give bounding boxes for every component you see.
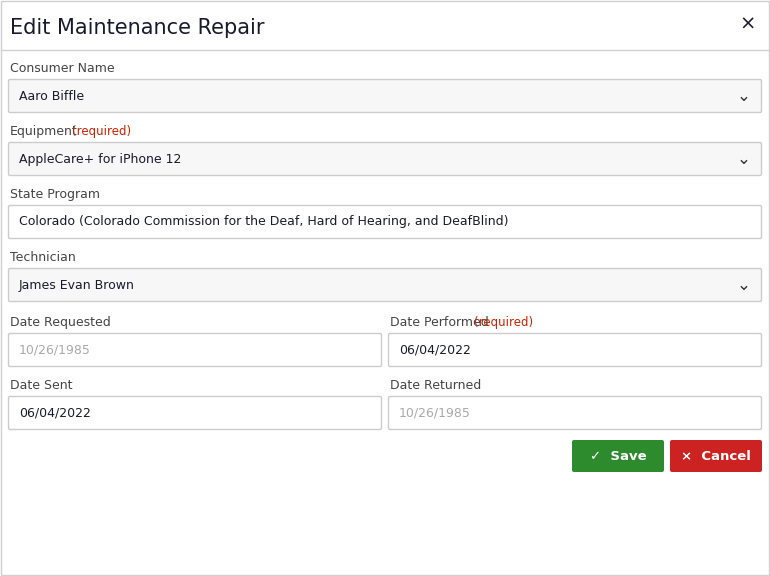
FancyBboxPatch shape bbox=[572, 440, 664, 472]
Text: 06/04/2022: 06/04/2022 bbox=[399, 343, 471, 357]
FancyBboxPatch shape bbox=[389, 396, 762, 430]
Text: Consumer Name: Consumer Name bbox=[10, 62, 115, 75]
Text: Date Sent: Date Sent bbox=[10, 379, 72, 392]
Text: ✓  Save: ✓ Save bbox=[590, 449, 646, 463]
Text: Date Requested: Date Requested bbox=[10, 316, 111, 329]
FancyBboxPatch shape bbox=[8, 396, 381, 430]
FancyBboxPatch shape bbox=[8, 206, 762, 238]
Text: ⌄: ⌄ bbox=[737, 87, 751, 105]
Text: AppleCare+ for iPhone 12: AppleCare+ for iPhone 12 bbox=[19, 153, 182, 165]
FancyBboxPatch shape bbox=[389, 334, 762, 366]
Text: 10/26/1985: 10/26/1985 bbox=[19, 343, 91, 357]
Text: Colorado (Colorado Commission for the Deaf, Hard of Hearing, and DeafBlind): Colorado (Colorado Commission for the De… bbox=[19, 215, 508, 229]
FancyBboxPatch shape bbox=[8, 268, 762, 301]
Text: Aaro Biffle: Aaro Biffle bbox=[19, 89, 84, 103]
Text: ⌄: ⌄ bbox=[737, 150, 751, 168]
Text: (required): (required) bbox=[72, 125, 131, 138]
Text: 10/26/1985: 10/26/1985 bbox=[399, 407, 471, 419]
Text: ×: × bbox=[740, 15, 756, 34]
Text: Technician: Technician bbox=[10, 251, 75, 264]
Text: State Program: State Program bbox=[10, 188, 100, 201]
FancyBboxPatch shape bbox=[8, 334, 381, 366]
Text: (required): (required) bbox=[474, 316, 533, 329]
Text: Date Performed: Date Performed bbox=[390, 316, 489, 329]
FancyBboxPatch shape bbox=[8, 79, 762, 112]
FancyBboxPatch shape bbox=[670, 440, 762, 472]
Text: James Evan Brown: James Evan Brown bbox=[19, 279, 135, 291]
Text: ⌄: ⌄ bbox=[737, 276, 751, 294]
Text: ×  Cancel: × Cancel bbox=[681, 449, 751, 463]
FancyBboxPatch shape bbox=[8, 142, 762, 176]
Text: Date Returned: Date Returned bbox=[390, 379, 481, 392]
Text: 06/04/2022: 06/04/2022 bbox=[19, 407, 91, 419]
Text: Equipment: Equipment bbox=[10, 125, 78, 138]
Text: Edit Maintenance Repair: Edit Maintenance Repair bbox=[10, 18, 265, 38]
